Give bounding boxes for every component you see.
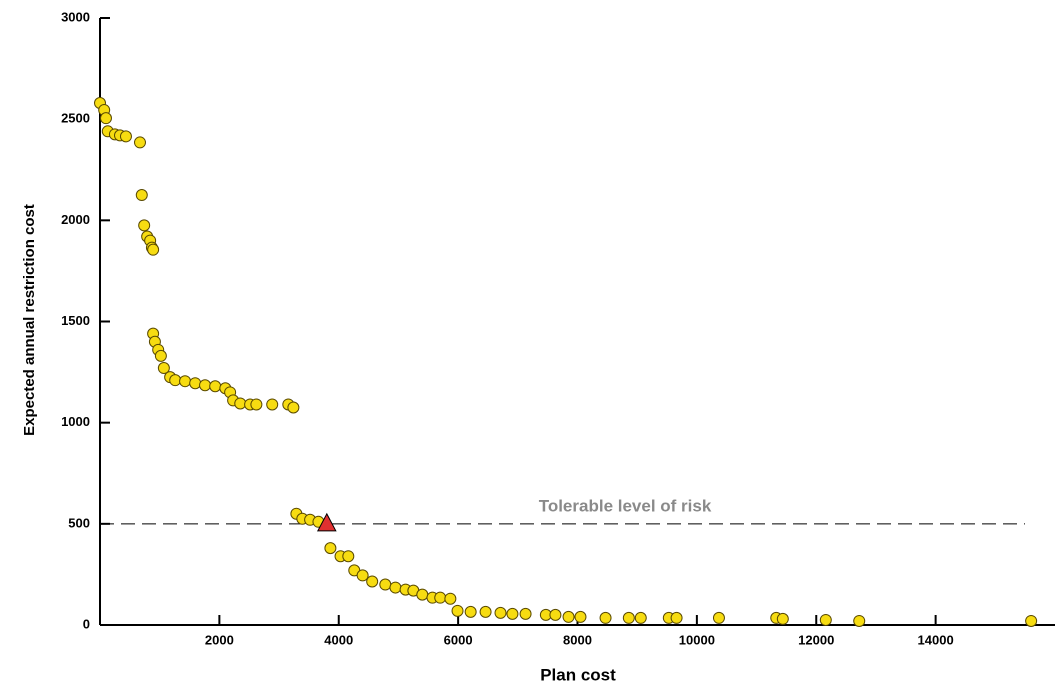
- point: [464, 605, 477, 618]
- highlight-marker: [316, 512, 337, 532]
- y-tick-label: 1000: [61, 414, 90, 429]
- point: [147, 243, 160, 256]
- point: [250, 398, 263, 411]
- point: [451, 604, 464, 617]
- point: [389, 581, 402, 594]
- point: [189, 377, 202, 390]
- point: [379, 578, 392, 591]
- point: [209, 380, 222, 393]
- point: [574, 610, 587, 623]
- y-tick-label: 500: [68, 515, 90, 530]
- x-tick-label: 8000: [563, 632, 592, 647]
- x-axis-label: Plan cost: [540, 665, 616, 684]
- annotation: Tolerable level of risk: [539, 496, 712, 515]
- y-axis-label: Expected annual restriction cost: [21, 204, 38, 436]
- point: [199, 379, 212, 392]
- y-tick-label: 3000: [61, 9, 90, 24]
- x-tick-label: 12000: [798, 632, 834, 647]
- point: [356, 569, 369, 582]
- point: [154, 349, 167, 362]
- point: [138, 219, 151, 232]
- point: [416, 588, 429, 601]
- y-tick-label: 2000: [61, 212, 90, 227]
- y-tick-label: 2500: [61, 111, 90, 126]
- point: [287, 401, 300, 414]
- point: [670, 611, 683, 624]
- point: [119, 130, 132, 143]
- x-tick-label: 4000: [324, 632, 353, 647]
- point: [99, 112, 112, 125]
- point: [366, 575, 379, 588]
- point: [712, 611, 725, 624]
- point: [133, 136, 146, 149]
- point: [599, 611, 612, 624]
- x-tick-label: 2000: [205, 632, 234, 647]
- x-tick-label: 14000: [918, 632, 954, 647]
- point: [776, 612, 789, 625]
- point: [444, 592, 457, 605]
- point: [169, 374, 182, 387]
- point: [179, 375, 192, 388]
- y-tick-label: 0: [83, 616, 90, 631]
- point: [342, 550, 355, 563]
- point: [266, 398, 279, 411]
- point: [479, 605, 492, 618]
- point: [853, 614, 866, 627]
- point: [549, 608, 562, 621]
- point: [819, 613, 832, 626]
- point: [434, 591, 447, 604]
- point: [494, 606, 507, 619]
- point: [157, 362, 170, 375]
- x-tick-label: 10000: [679, 632, 715, 647]
- point: [622, 611, 635, 624]
- y-tick-label: 1500: [61, 313, 90, 328]
- point: [234, 397, 247, 410]
- point: [634, 611, 647, 624]
- point: [135, 189, 148, 202]
- point: [1025, 614, 1038, 627]
- point: [324, 542, 337, 555]
- x-tick-label: 6000: [444, 632, 473, 647]
- point: [506, 607, 519, 620]
- point: [562, 610, 575, 623]
- point: [519, 607, 532, 620]
